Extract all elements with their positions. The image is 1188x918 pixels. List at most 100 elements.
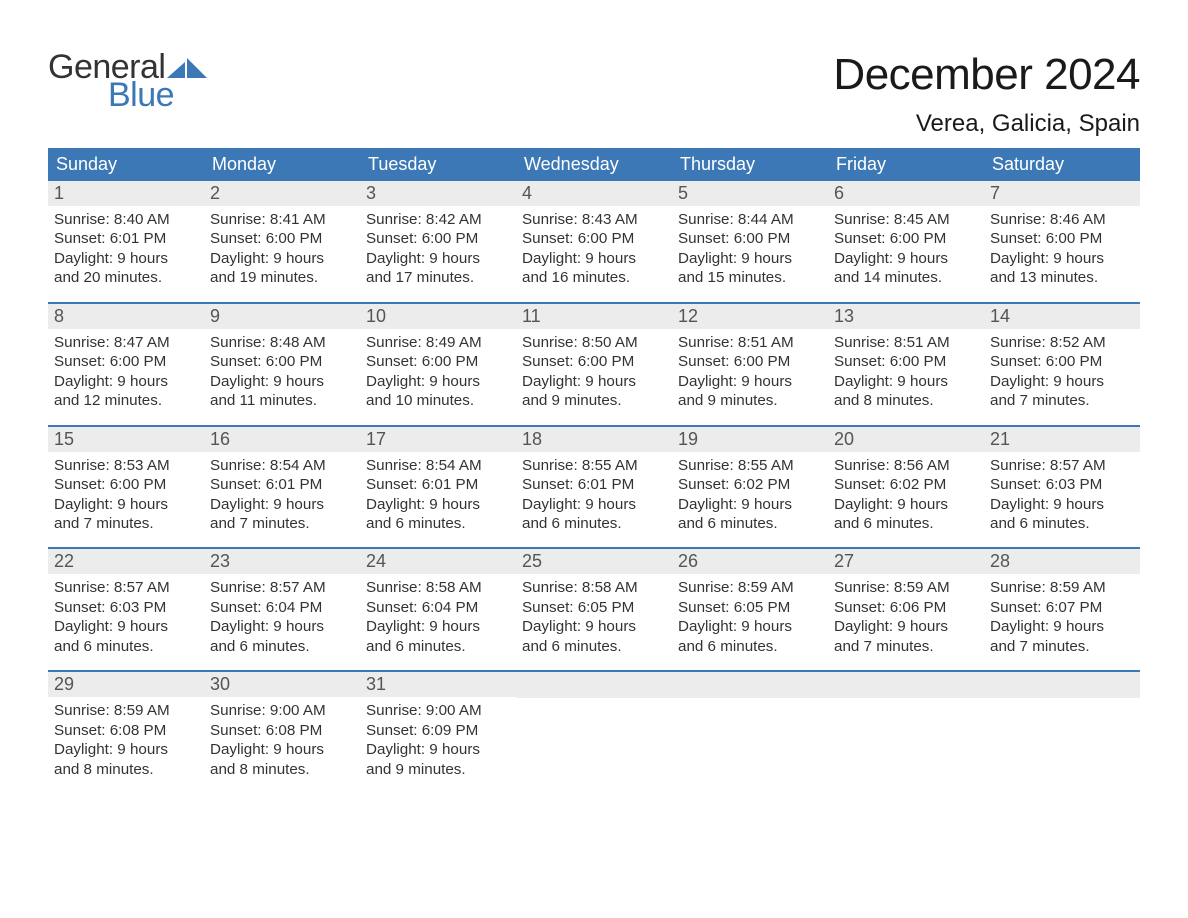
day-info: Sunrise: 8:57 AMSunset: 6:03 PMDaylight:…: [48, 574, 204, 656]
daylight-line: Daylight: 9 hoursand 6 minutes.: [522, 495, 666, 534]
day-info: Sunrise: 8:46 AMSunset: 6:00 PMDaylight:…: [984, 206, 1140, 288]
sunrise-line: Sunrise: 8:48 AM: [210, 333, 354, 352]
day-number: 25: [516, 549, 672, 574]
day-info: Sunrise: 9:00 AMSunset: 6:09 PMDaylight:…: [360, 697, 516, 779]
day-number: 30: [204, 672, 360, 697]
calendar-week-row: 22Sunrise: 8:57 AMSunset: 6:03 PMDayligh…: [48, 547, 1140, 656]
daylight-line: Daylight: 9 hoursand 6 minutes.: [366, 617, 510, 656]
sunset-line: Sunset: 6:00 PM: [210, 229, 354, 248]
day-info: Sunrise: 8:47 AMSunset: 6:00 PMDaylight:…: [48, 329, 204, 411]
sunrise-line: Sunrise: 8:51 AM: [834, 333, 978, 352]
day-info: Sunrise: 8:44 AMSunset: 6:00 PMDaylight:…: [672, 206, 828, 288]
sunset-line: Sunset: 6:00 PM: [522, 229, 666, 248]
sunset-line: Sunset: 6:01 PM: [210, 475, 354, 494]
calendar-day-cell: 17Sunrise: 8:54 AMSunset: 6:01 PMDayligh…: [360, 427, 516, 534]
daylight-line: Daylight: 9 hoursand 6 minutes.: [678, 495, 822, 534]
day-number: 1: [48, 181, 204, 206]
day-number: 10: [360, 304, 516, 329]
daylight-line: Daylight: 9 hoursand 9 minutes.: [678, 372, 822, 411]
sunrise-line: Sunrise: 8:49 AM: [366, 333, 510, 352]
calendar-day-cell: [672, 672, 828, 779]
calendar-day-cell: 23Sunrise: 8:57 AMSunset: 6:04 PMDayligh…: [204, 549, 360, 656]
day-number: 31: [360, 672, 516, 697]
sunrise-line: Sunrise: 8:54 AM: [366, 456, 510, 475]
day-info: Sunrise: 8:59 AMSunset: 6:05 PMDaylight:…: [672, 574, 828, 656]
header-bar: General Blue December 2024 Verea, Galici…: [48, 50, 1140, 138]
daylight-line: Daylight: 9 hoursand 6 minutes.: [678, 617, 822, 656]
sunrise-line: Sunrise: 8:53 AM: [54, 456, 198, 475]
daylight-line: Daylight: 9 hoursand 13 minutes.: [990, 249, 1134, 288]
sunset-line: Sunset: 6:01 PM: [366, 475, 510, 494]
calendar-week-row: 1Sunrise: 8:40 AMSunset: 6:01 PMDaylight…: [48, 181, 1140, 288]
sunset-line: Sunset: 6:00 PM: [54, 475, 198, 494]
calendar-day-cell: 6Sunrise: 8:45 AMSunset: 6:00 PMDaylight…: [828, 181, 984, 288]
sunset-line: Sunset: 6:00 PM: [366, 352, 510, 371]
sunrise-line: Sunrise: 8:51 AM: [678, 333, 822, 352]
weekday-header: Saturday: [984, 148, 1140, 181]
brand-word-2: Blue: [48, 78, 207, 112]
day-info: Sunrise: 8:49 AMSunset: 6:00 PMDaylight:…: [360, 329, 516, 411]
day-number: 13: [828, 304, 984, 329]
sunset-line: Sunset: 6:05 PM: [678, 598, 822, 617]
sunrise-line: Sunrise: 8:52 AM: [990, 333, 1134, 352]
sunrise-line: Sunrise: 8:58 AM: [522, 578, 666, 597]
weekday-header-row: Sunday Monday Tuesday Wednesday Thursday…: [48, 148, 1140, 181]
day-number: 20: [828, 427, 984, 452]
day-number: 14: [984, 304, 1140, 329]
daylight-line: Daylight: 9 hoursand 19 minutes.: [210, 249, 354, 288]
brand-logo: General Blue: [48, 50, 207, 112]
sunrise-line: Sunrise: 8:44 AM: [678, 210, 822, 229]
sunset-line: Sunset: 6:00 PM: [678, 352, 822, 371]
sunset-line: Sunset: 6:00 PM: [990, 229, 1134, 248]
sunrise-line: Sunrise: 8:59 AM: [834, 578, 978, 597]
sunset-line: Sunset: 6:08 PM: [210, 721, 354, 740]
calendar-day-cell: 3Sunrise: 8:42 AMSunset: 6:00 PMDaylight…: [360, 181, 516, 288]
daylight-line: Daylight: 9 hoursand 8 minutes.: [834, 372, 978, 411]
daylight-line: Daylight: 9 hoursand 7 minutes.: [210, 495, 354, 534]
day-number: 17: [360, 427, 516, 452]
sunset-line: Sunset: 6:03 PM: [54, 598, 198, 617]
day-info: Sunrise: 8:54 AMSunset: 6:01 PMDaylight:…: [360, 452, 516, 534]
sunset-line: Sunset: 6:08 PM: [54, 721, 198, 740]
calendar-day-cell: 1Sunrise: 8:40 AMSunset: 6:01 PMDaylight…: [48, 181, 204, 288]
sunset-line: Sunset: 6:00 PM: [366, 229, 510, 248]
day-info: Sunrise: 8:54 AMSunset: 6:01 PMDaylight:…: [204, 452, 360, 534]
page-subtitle: Verea, Galicia, Spain: [833, 110, 1140, 138]
day-info: Sunrise: 8:59 AMSunset: 6:08 PMDaylight:…: [48, 697, 204, 779]
calendar-day-cell: 11Sunrise: 8:50 AMSunset: 6:00 PMDayligh…: [516, 304, 672, 411]
calendar-day-cell: 18Sunrise: 8:55 AMSunset: 6:01 PMDayligh…: [516, 427, 672, 534]
day-number: 16: [204, 427, 360, 452]
calendar-day-cell: 16Sunrise: 8:54 AMSunset: 6:01 PMDayligh…: [204, 427, 360, 534]
day-info: Sunrise: 8:55 AMSunset: 6:02 PMDaylight:…: [672, 452, 828, 534]
calendar-day-cell: 20Sunrise: 8:56 AMSunset: 6:02 PMDayligh…: [828, 427, 984, 534]
page-title: December 2024: [833, 50, 1140, 100]
sunset-line: Sunset: 6:04 PM: [210, 598, 354, 617]
daylight-line: Daylight: 9 hoursand 9 minutes.: [366, 740, 510, 779]
sunset-line: Sunset: 6:02 PM: [678, 475, 822, 494]
daylight-line: Daylight: 9 hoursand 8 minutes.: [54, 740, 198, 779]
daylight-line: Daylight: 9 hoursand 11 minutes.: [210, 372, 354, 411]
calendar-day-cell: [984, 672, 1140, 779]
day-number: 12: [672, 304, 828, 329]
sunset-line: Sunset: 6:07 PM: [990, 598, 1134, 617]
calendar-day-cell: 13Sunrise: 8:51 AMSunset: 6:00 PMDayligh…: [828, 304, 984, 411]
day-info: Sunrise: 8:59 AMSunset: 6:06 PMDaylight:…: [828, 574, 984, 656]
sunrise-line: Sunrise: 8:41 AM: [210, 210, 354, 229]
sunset-line: Sunset: 6:03 PM: [990, 475, 1134, 494]
sunset-line: Sunset: 6:00 PM: [990, 352, 1134, 371]
day-number: 23: [204, 549, 360, 574]
calendar-day-cell: 7Sunrise: 8:46 AMSunset: 6:00 PMDaylight…: [984, 181, 1140, 288]
daylight-line: Daylight: 9 hoursand 15 minutes.: [678, 249, 822, 288]
day-number: 9: [204, 304, 360, 329]
day-info: Sunrise: 8:59 AMSunset: 6:07 PMDaylight:…: [984, 574, 1140, 656]
calendar-day-cell: 4Sunrise: 8:43 AMSunset: 6:00 PMDaylight…: [516, 181, 672, 288]
day-info: Sunrise: 8:40 AMSunset: 6:01 PMDaylight:…: [48, 206, 204, 288]
calendar-day-cell: 24Sunrise: 8:58 AMSunset: 6:04 PMDayligh…: [360, 549, 516, 656]
day-info: Sunrise: 8:43 AMSunset: 6:00 PMDaylight:…: [516, 206, 672, 288]
day-number: 19: [672, 427, 828, 452]
day-info: Sunrise: 8:53 AMSunset: 6:00 PMDaylight:…: [48, 452, 204, 534]
daylight-line: Daylight: 9 hoursand 7 minutes.: [990, 617, 1134, 656]
sunrise-line: Sunrise: 8:59 AM: [990, 578, 1134, 597]
day-number: 15: [48, 427, 204, 452]
day-info: Sunrise: 8:52 AMSunset: 6:00 PMDaylight:…: [984, 329, 1140, 411]
